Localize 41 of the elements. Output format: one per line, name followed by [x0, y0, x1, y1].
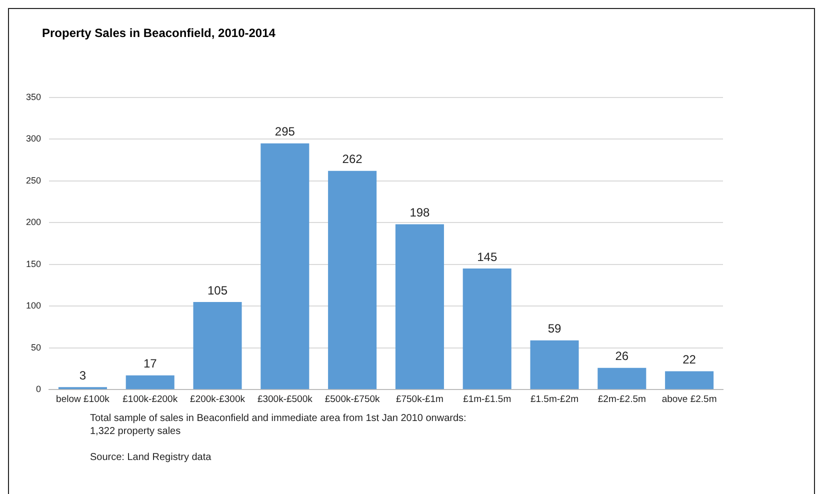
x-tick-label: £750k-£1m	[396, 394, 444, 405]
data-label: 3	[79, 368, 86, 382]
bar	[126, 375, 174, 390]
data-label: 105	[207, 283, 228, 298]
y-tick-label: 250	[26, 175, 42, 186]
data-label: 17	[143, 356, 158, 371]
x-tick-label: £1.5m-£2m	[530, 394, 579, 405]
x-tick-label: £1m-£1.5m	[463, 394, 512, 405]
bar	[260, 143, 310, 390]
x-tick-label: below £100k	[56, 394, 110, 405]
data-label: 145	[477, 250, 498, 264]
y-tick-label: 100	[26, 300, 42, 311]
x-tick-label: £100k-£200k	[122, 394, 178, 405]
bar	[462, 268, 512, 390]
bar	[193, 302, 242, 390]
y-tick-label: 0	[36, 384, 42, 394]
text: 1,322 property sales	[90, 425, 182, 438]
bar	[395, 224, 444, 390]
y-tick-label: 200	[26, 217, 42, 228]
source-note: Source: Land Registry data	[90, 451, 212, 464]
x-tick-label: £200k-£300k	[190, 394, 246, 405]
text: Total sample of sales in Beaconfield and immediate area from 1st Jan 2010 onwards:	[90, 412, 466, 425]
y-tick-label: 50	[31, 342, 42, 352]
bar	[598, 368, 646, 390]
y-tick-label: 300	[26, 134, 42, 144]
data-label: 59	[548, 322, 562, 336]
bar	[665, 371, 714, 390]
data-label: 26	[615, 349, 629, 364]
data-label: 295	[274, 124, 296, 139]
bar	[328, 170, 377, 390]
data-label: 22	[682, 352, 696, 367]
x-tick-label: above £2.5m	[662, 394, 717, 405]
x-tick-label: £2m-£2.5m	[598, 394, 646, 405]
bar	[530, 340, 579, 390]
x-tick-label: £500k-£750k	[324, 394, 380, 405]
data-label: 198	[410, 206, 430, 220]
data-label: 262	[342, 152, 363, 166]
y-tick-label: 150	[26, 258, 42, 269]
y-tick-label: 350	[26, 92, 42, 102]
chart-title: Property Sales in Beaconfield, 2010-2014	[42, 26, 276, 40]
x-tick-label: £300k-£500k	[257, 394, 313, 405]
